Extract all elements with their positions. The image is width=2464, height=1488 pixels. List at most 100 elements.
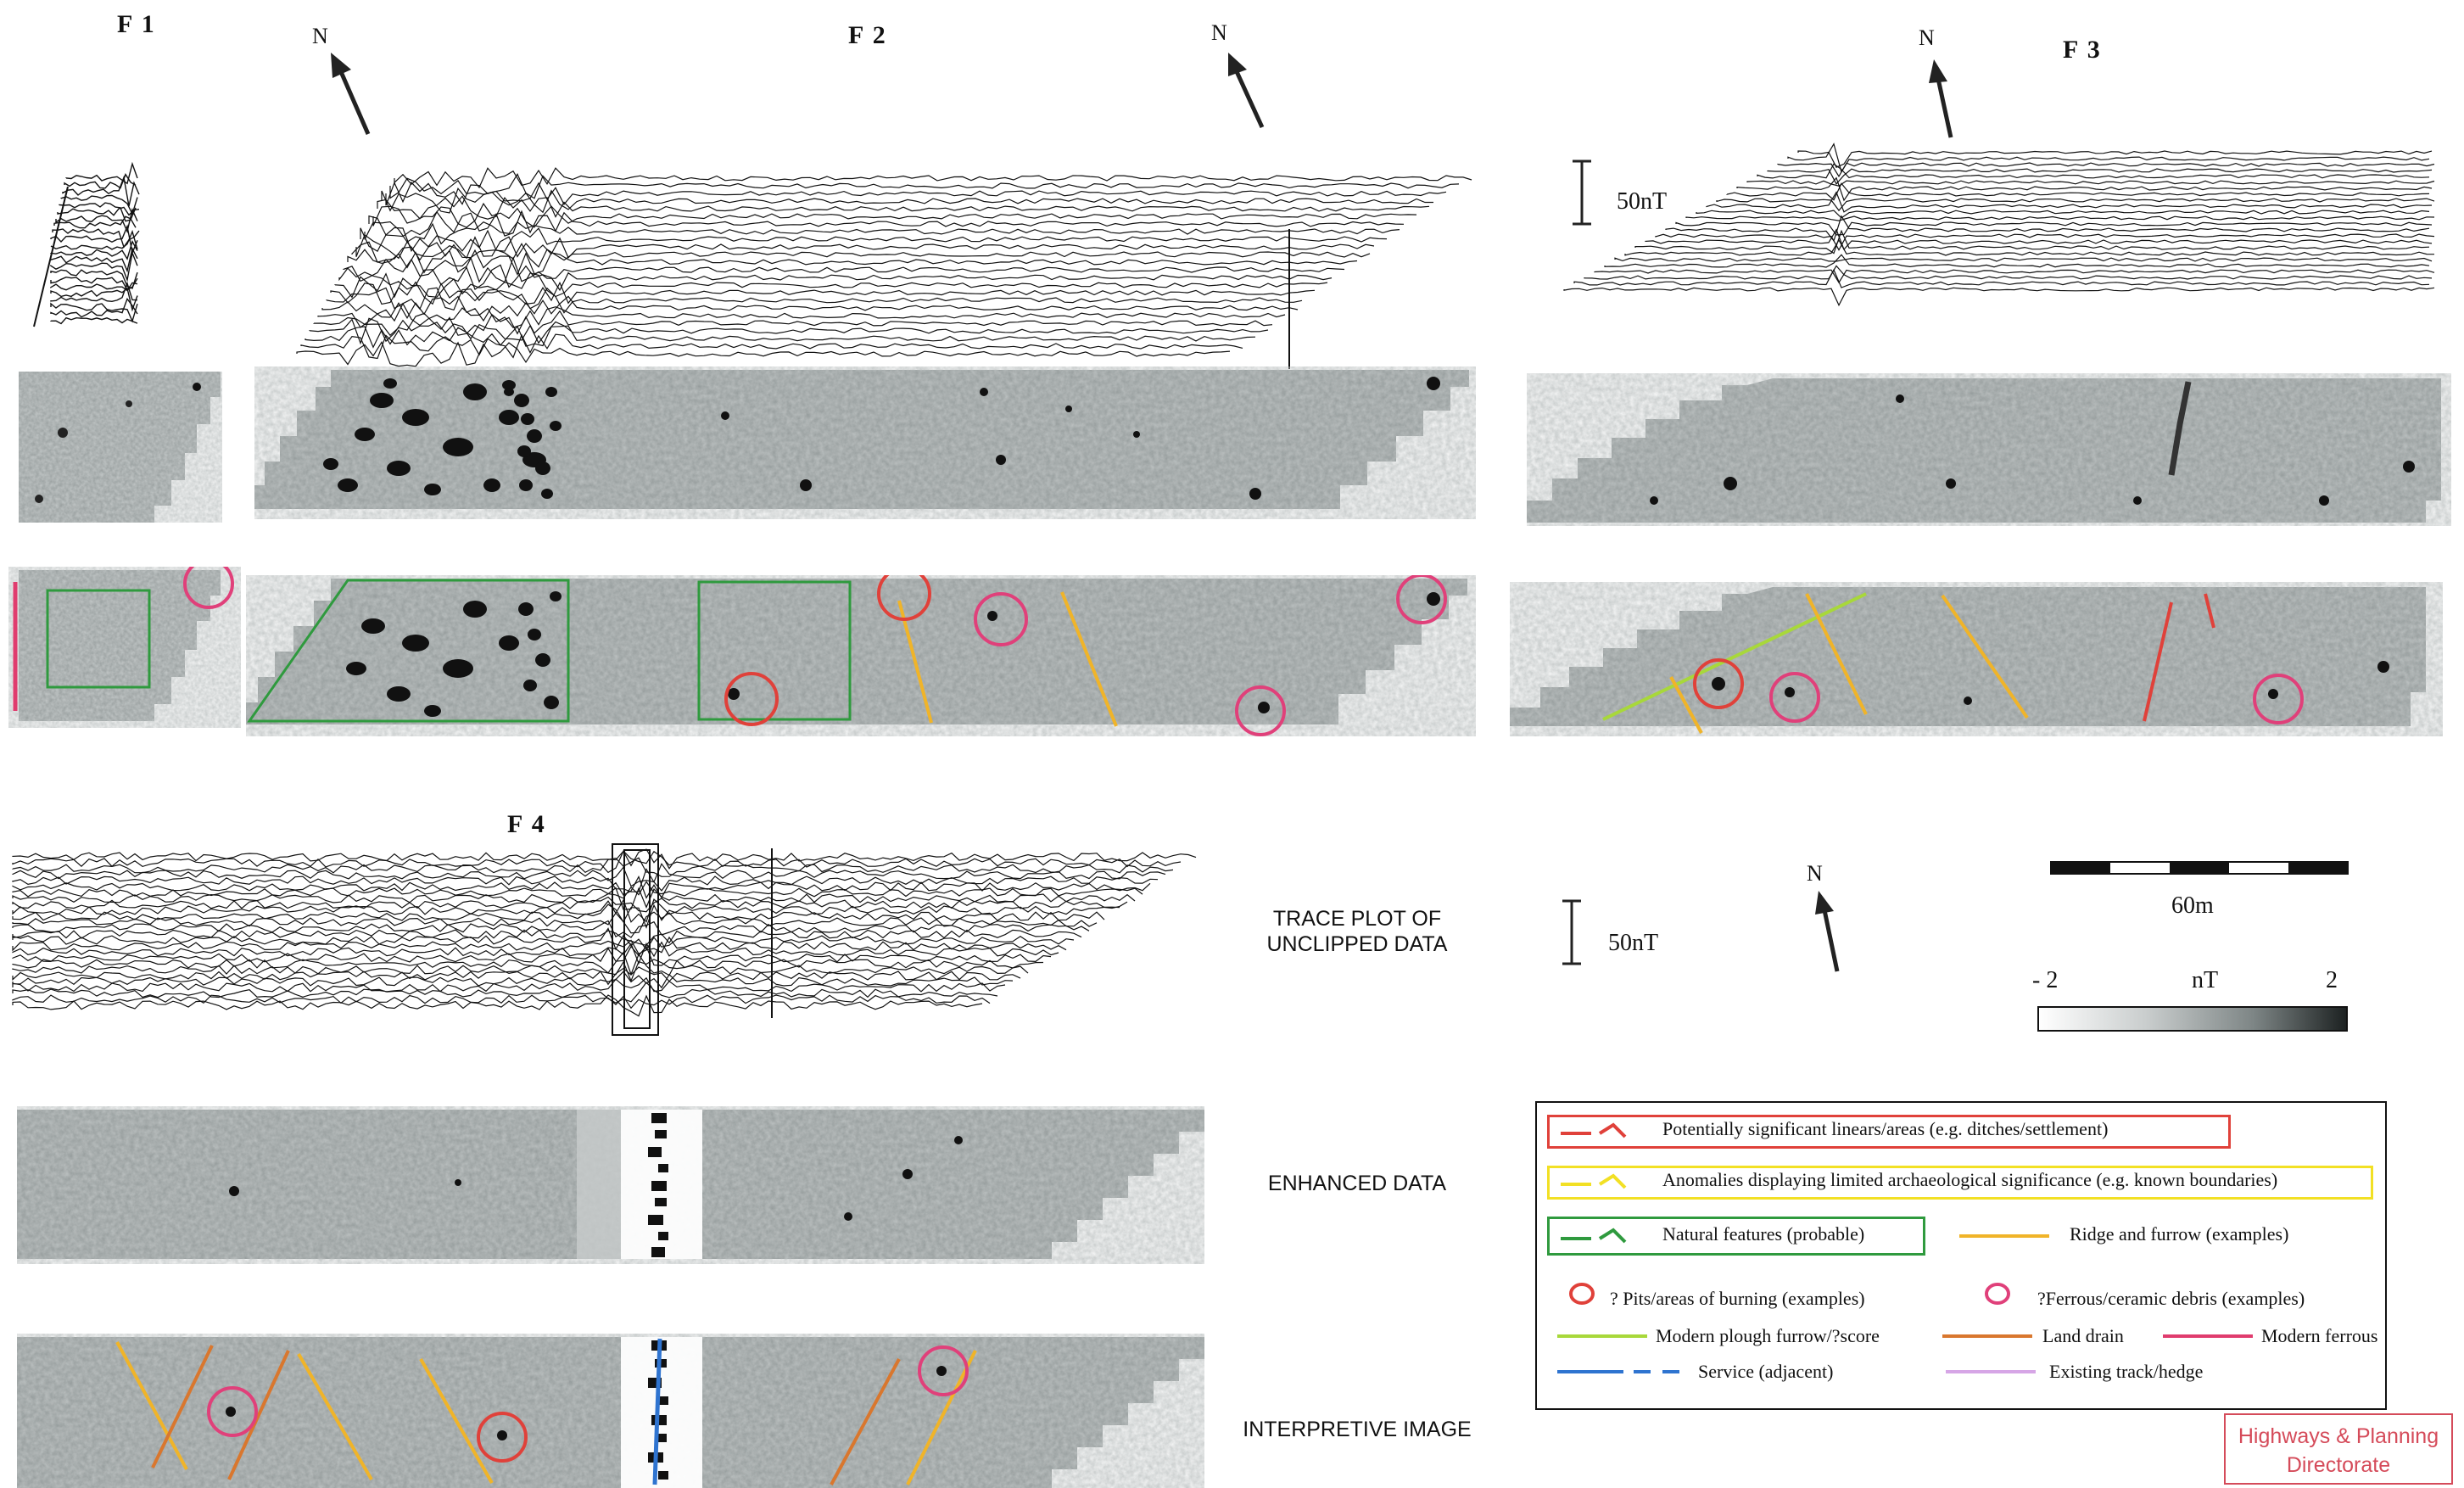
trace-line — [343, 256, 1345, 283]
trace-line — [389, 173, 1460, 199]
trace-line — [59, 202, 137, 222]
trace-lines — [12, 848, 1197, 1017]
drain-line-icon — [1942, 1334, 2032, 1338]
north-label-3: N — [1919, 25, 1935, 50]
significant-line-icon — [1561, 1122, 1627, 1138]
track-line-icon — [1946, 1370, 2036, 1373]
trace-line — [1604, 254, 2430, 268]
trace-line — [1797, 150, 2433, 168]
trace-row-label-line2: UNCLIPPED DATA — [1266, 932, 1448, 956]
trace-line — [347, 249, 1358, 277]
f1-interpretive-image — [13, 567, 234, 721]
trace-line — [12, 850, 1182, 874]
trace-line — [12, 920, 1090, 938]
north-label-4: N — [1807, 861, 1823, 886]
legend-plough-label: Modern plough furrow/?score — [1656, 1325, 1880, 1346]
trace-line — [355, 233, 1375, 260]
trace-line — [50, 302, 138, 323]
trace-line — [12, 875, 1151, 899]
trace-line — [50, 229, 138, 250]
trace-line — [12, 936, 1067, 955]
f2-label: F 2 — [848, 21, 887, 49]
trace-line — [1645, 228, 2433, 251]
legend-drain-label: Land drain — [2042, 1325, 2124, 1346]
f3-interpretive-image — [1510, 587, 2426, 734]
distance-scale-label: 60m — [2171, 892, 2214, 919]
trace-line — [53, 215, 137, 229]
legend-ridge-label: Ridge and furrow (examples) — [2070, 1223, 2289, 1245]
modern-ferrous-line-icon — [2163, 1334, 2253, 1338]
trace-line — [334, 272, 1328, 299]
trace-line — [330, 281, 1316, 305]
trace-line — [12, 868, 1159, 892]
north-arrow-icon — [1228, 53, 1265, 129]
trace-line — [309, 317, 1269, 345]
trace-line — [12, 945, 1052, 966]
trace-line — [1594, 269, 2435, 284]
trace-line — [1726, 182, 2430, 201]
legend-natural-box — [1547, 1217, 1925, 1256]
nt-scale-bar — [1573, 159, 1591, 226]
trace-line — [385, 181, 1447, 206]
distance-scale-bar — [2050, 861, 2349, 875]
trace-line — [50, 269, 138, 289]
north-label-2: N — [1211, 20, 1227, 45]
trace-line — [50, 250, 138, 282]
trace-line — [12, 863, 1166, 887]
trace-line — [50, 282, 138, 292]
trace-line — [12, 887, 1136, 910]
trace-line — [1685, 215, 2435, 221]
trace-line — [1614, 257, 2433, 262]
legend-track-label: Existing track/hedge — [2049, 1361, 2204, 1382]
colorbar — [2037, 1006, 2348, 1032]
trace-line — [12, 994, 991, 1010]
trace-line — [65, 161, 138, 185]
trace-line — [1696, 210, 2430, 219]
trace-line — [1767, 168, 2433, 185]
colorbar-min-label: - 2 — [2032, 967, 2059, 993]
legend-modern-ferrous-label: Modern ferrous — [2261, 1325, 2378, 1346]
legend-ferrous-label: ?Ferrous/ceramic debris (examples) — [2037, 1288, 2305, 1309]
trace-line — [381, 187, 1433, 214]
trace-line — [50, 247, 138, 273]
trace-line — [1675, 221, 2433, 236]
trace-line — [296, 340, 1231, 367]
trace-line — [1746, 180, 2435, 187]
trace-line — [50, 224, 138, 255]
trace-line — [50, 281, 138, 303]
trace-line — [12, 857, 1174, 877]
f3-enhanced-image — [1527, 378, 2441, 523]
trace-line — [12, 971, 1014, 989]
trace-line — [1736, 176, 2433, 202]
trace-line — [368, 210, 1405, 238]
colorbar-max-label: 2 — [2326, 967, 2338, 993]
legend-limited-box — [1547, 1166, 2373, 1200]
trace-line — [1573, 268, 2430, 288]
trace-line — [50, 239, 138, 260]
trace-line — [12, 951, 1044, 976]
trace-line — [12, 929, 1082, 946]
trace-line — [12, 896, 1128, 913]
trace-line — [372, 202, 1417, 228]
trace-line — [326, 287, 1303, 314]
trace-line — [12, 848, 1197, 870]
trace-line — [12, 898, 1120, 923]
nt-scale-bar — [1562, 899, 1581, 965]
colorbar-unit-label: nT — [2192, 967, 2219, 993]
trace-line — [12, 903, 1105, 929]
trace-line — [300, 333, 1243, 360]
trace-line — [377, 195, 1430, 220]
trace-line — [321, 295, 1299, 322]
ferrous-circle-icon — [1985, 1283, 2010, 1305]
trace-line — [12, 927, 1075, 951]
trace-line — [12, 994, 983, 1017]
stamp-line2: Directorate — [2286, 1453, 2391, 1477]
trace-line — [1624, 238, 2435, 256]
f3-trace-plot — [1563, 143, 2435, 307]
limited-line-icon — [1561, 1173, 1627, 1189]
north-arrow-icon — [1815, 891, 1840, 972]
trace-line — [1655, 233, 2435, 251]
trace-line — [338, 264, 1333, 292]
trace-line — [12, 881, 1143, 899]
trace-line — [62, 175, 140, 207]
